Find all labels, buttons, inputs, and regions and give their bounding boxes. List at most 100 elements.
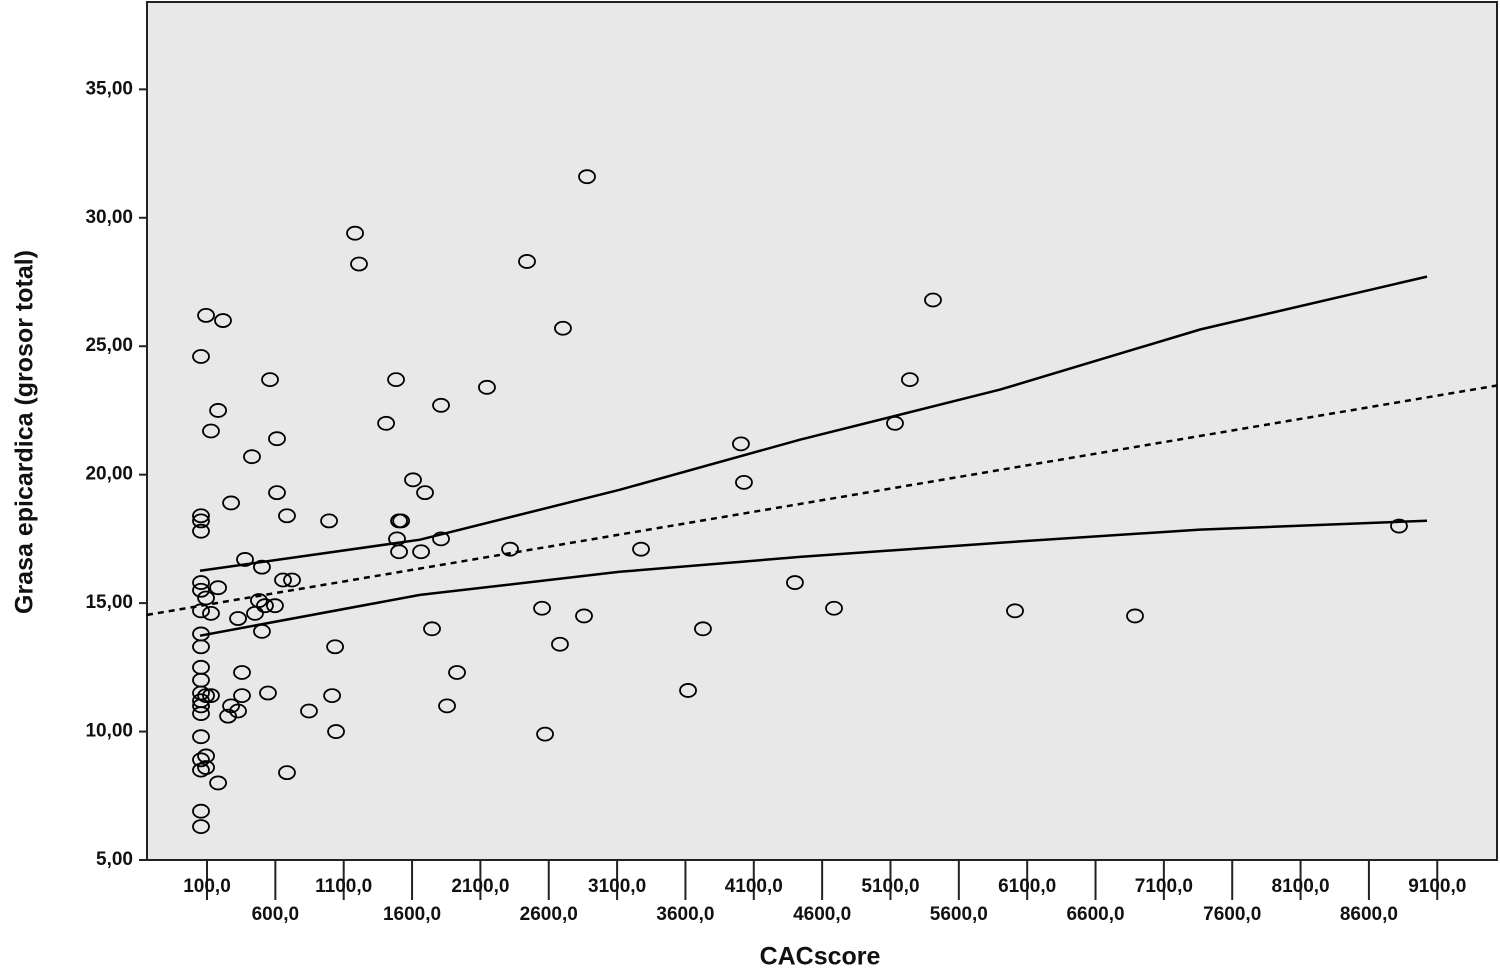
point [268, 431, 286, 447]
point [387, 372, 405, 388]
point [209, 580, 227, 596]
point [326, 639, 344, 655]
point [266, 598, 284, 614]
point [786, 575, 804, 590]
x-tick-label: 8100,0 [1272, 876, 1330, 897]
point [416, 485, 434, 501]
point [392, 513, 411, 529]
point [501, 541, 519, 557]
point [551, 636, 569, 652]
x-tick-label: 3600,0 [656, 904, 714, 925]
point [202, 605, 220, 621]
point [412, 544, 430, 560]
point [432, 531, 450, 547]
point [202, 423, 220, 439]
point [694, 621, 712, 637]
x-axis-title: CACscore [760, 943, 881, 971]
x-tick-label: 5100,0 [861, 876, 919, 897]
x-tick-label: 5600,0 [930, 904, 988, 925]
point [732, 436, 750, 452]
x-tick-label: 3100,0 [588, 876, 646, 897]
y-tick-label: 20,00 [85, 464, 133, 485]
point [236, 552, 254, 567]
point [278, 765, 296, 781]
y-tick-label: 5,00 [96, 849, 133, 870]
point [478, 379, 496, 395]
point [229, 703, 247, 719]
point [900, 372, 919, 388]
x-tick-label: 100,0 [183, 876, 231, 897]
point [404, 472, 422, 488]
confidence-band [199, 519, 1428, 637]
point [924, 292, 942, 308]
point [256, 598, 274, 614]
point [192, 508, 210, 524]
x-tick-label: 4600,0 [793, 904, 851, 925]
point [679, 683, 697, 698]
point [1126, 608, 1144, 624]
point [253, 623, 271, 639]
point [432, 397, 450, 413]
point [350, 256, 368, 272]
point [197, 308, 215, 323]
point [518, 254, 536, 269]
point [192, 575, 210, 590]
x-tick-label: 6100,0 [998, 876, 1056, 897]
y-tick-label: 25,00 [85, 335, 133, 356]
point [261, 372, 279, 388]
point [323, 688, 341, 703]
point [259, 685, 277, 701]
point [192, 582, 210, 598]
point [825, 600, 843, 616]
point [233, 665, 251, 680]
point [390, 544, 408, 560]
point [233, 688, 251, 703]
point [192, 752, 210, 768]
point [283, 572, 301, 588]
point [423, 621, 441, 637]
point [886, 415, 904, 431]
point [575, 608, 593, 624]
point [219, 708, 237, 724]
x-tick-label: 8600,0 [1340, 904, 1398, 925]
point [197, 760, 215, 775]
y-axis-title: Grasa epicardica (grosor total) [11, 250, 39, 614]
point [320, 513, 338, 529]
point [268, 485, 286, 501]
point [192, 523, 210, 539]
point [192, 659, 210, 675]
point [197, 590, 215, 606]
point [243, 449, 261, 465]
fit-line [146, 384, 1498, 617]
point [377, 415, 395, 431]
point [192, 349, 210, 364]
x-tick-label: 6600,0 [1066, 904, 1124, 925]
point [327, 724, 345, 739]
x-tick-label: 7600,0 [1203, 904, 1261, 925]
x-tick-label: 7100,0 [1135, 876, 1193, 897]
point [209, 775, 227, 791]
plot-area [146, 1, 1498, 861]
point [300, 703, 318, 719]
point [448, 665, 466, 680]
y-tick-label: 35,00 [85, 78, 133, 99]
point [222, 495, 240, 511]
point [192, 513, 210, 529]
point [202, 688, 220, 703]
y-tick-label: 15,00 [85, 592, 133, 613]
point [192, 729, 210, 745]
point [197, 688, 215, 703]
y-tick-label: 30,00 [85, 207, 133, 228]
point [229, 611, 247, 626]
point [209, 403, 227, 418]
point [192, 819, 210, 835]
point [735, 474, 753, 490]
point [578, 169, 596, 185]
point [192, 603, 210, 619]
point [632, 541, 650, 557]
point [274, 572, 292, 588]
point [197, 748, 215, 764]
point [1006, 603, 1024, 619]
point [346, 225, 364, 241]
